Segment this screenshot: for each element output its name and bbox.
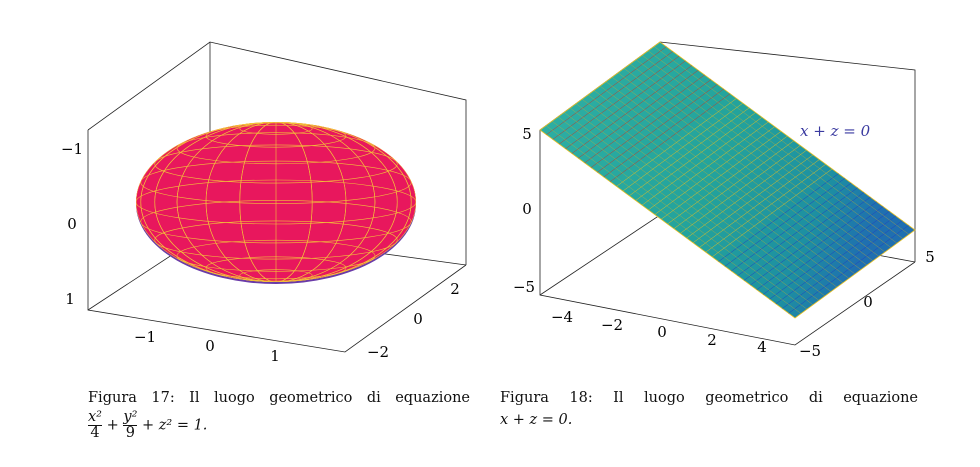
grid-line: [176, 239, 376, 272]
grid-line: [653, 46, 910, 235]
grid-line: [154, 144, 398, 184]
tick-label: 0: [205, 337, 215, 355]
grid-line: [587, 94, 844, 284]
grid-line: [176, 122, 376, 282]
operator: +: [106, 417, 119, 434]
caption-18: Figura 18: Il luogo geometrico di equazi…: [500, 388, 918, 408]
tick-label: 5: [925, 248, 935, 266]
denominator: 9: [123, 425, 138, 441]
grid-line: [154, 220, 398, 260]
equation: x + z = 0.: [500, 412, 573, 428]
denominator: 4: [88, 425, 102, 441]
fraction: y² 9: [123, 409, 138, 441]
tick-label: 2: [450, 280, 460, 298]
grid-line: [617, 72, 874, 262]
annotation: x + z = 0: [800, 122, 871, 140]
grid-line: [575, 103, 832, 292]
ellipsoid: [136, 122, 416, 284]
grid-line: [154, 122, 398, 282]
caption-text: Il luogo geometrico di equazione: [189, 390, 470, 406]
grid-line: [563, 112, 820, 301]
grid-line: [551, 120, 808, 310]
grid-line: [140, 160, 412, 204]
grid-line: [239, 122, 313, 282]
tick-label: 0: [863, 293, 873, 311]
fraction: x² 4: [88, 410, 102, 441]
tick-label: −2: [367, 343, 389, 361]
tick-label: −1: [61, 140, 83, 158]
grid-line: [205, 124, 347, 148]
grid-line: [176, 132, 376, 165]
tick-label: 1: [65, 290, 75, 308]
tick-label: −1: [134, 328, 156, 346]
tick-label: −5: [513, 278, 535, 296]
caption-text: Il luogo geometrico di equazione: [613, 390, 918, 406]
grid-line: [593, 90, 850, 279]
grid-line: [239, 122, 313, 135]
grid-line: [611, 76, 868, 266]
grid-line: [136, 179, 416, 225]
grid-line: [581, 98, 838, 288]
grid-line: [545, 125, 802, 314]
equation-17: x² 4 + y² 9 + z² = 1.: [88, 410, 207, 441]
grid-line: [140, 122, 412, 282]
tick-label: 5: [522, 125, 532, 143]
numerator: y²: [123, 409, 138, 425]
grid-line: [140, 200, 412, 244]
equation-18: x + z = 0.: [500, 410, 572, 430]
tick-label: −4: [551, 308, 573, 326]
grid-line: [205, 256, 347, 280]
tick-label: 0: [522, 200, 532, 218]
caption-17: Figura 17: Il luogo geometrico di equazi…: [88, 388, 470, 408]
tick-label: 1: [270, 347, 280, 365]
grid-line: [623, 68, 880, 257]
grid-line: [635, 59, 892, 248]
grid-line: [239, 269, 313, 282]
grid-line: [569, 107, 826, 297]
tick-label: −5: [799, 342, 821, 360]
grid-line: [557, 116, 814, 306]
grid-line: [641, 54, 898, 244]
grid-line: [599, 85, 856, 275]
caption-label: Figura 18:: [500, 390, 593, 406]
numerator: x²: [88, 409, 102, 425]
caption-label: Figura 17:: [88, 390, 175, 406]
grid-line: [205, 122, 347, 282]
plane: [539, 41, 916, 319]
grid-line: [629, 63, 886, 253]
tick-label: 2: [707, 331, 717, 349]
tick-label: 0: [67, 215, 77, 233]
tick-label: 0: [413, 310, 423, 328]
tick-label: 4: [757, 338, 767, 356]
grid-line: [605, 81, 862, 270]
grid-line: [647, 50, 904, 240]
equation-rest: + z² = 1.: [142, 417, 208, 434]
tick-label: 0: [657, 323, 667, 341]
tick-label: −2: [601, 316, 623, 334]
